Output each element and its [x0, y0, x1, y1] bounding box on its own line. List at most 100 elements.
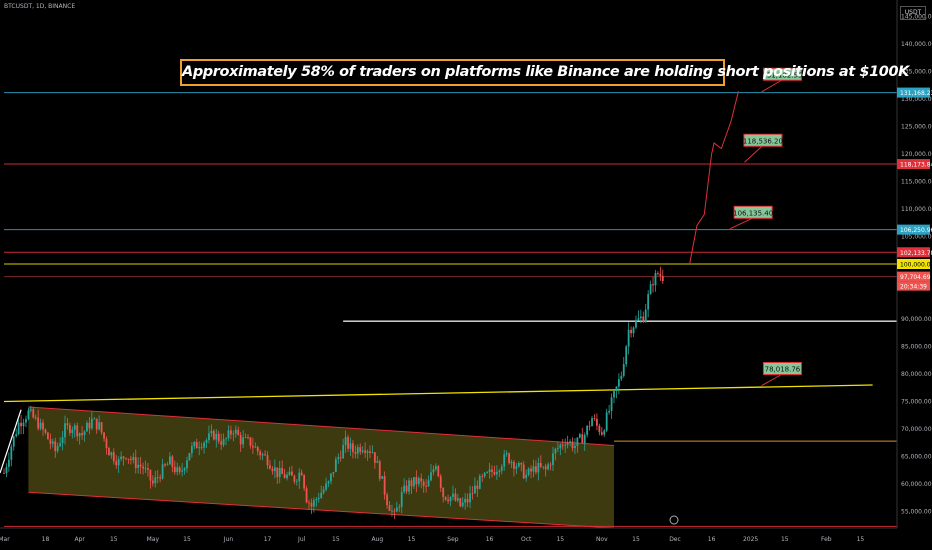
candle-body	[659, 273, 662, 276]
x-tick-label: 15	[556, 536, 564, 543]
candle-body	[373, 452, 376, 463]
currency-button[interactable]: USDT	[900, 6, 926, 20]
candle-body	[661, 275, 664, 282]
level-tag	[897, 247, 930, 258]
candle-body	[415, 477, 418, 485]
candle-body	[317, 497, 320, 500]
candle-body	[230, 430, 232, 435]
candle-body	[347, 437, 349, 449]
candle-body	[583, 434, 586, 444]
candle-body	[366, 451, 369, 453]
candle-body	[434, 466, 437, 470]
candle-body	[657, 273, 659, 274]
candle-body	[303, 475, 306, 489]
candle-body	[515, 466, 518, 469]
candle-body	[417, 478, 420, 485]
candle-body	[83, 431, 86, 436]
candle-body	[293, 475, 296, 482]
channel-upper-line	[28, 406, 615, 446]
candle-body	[76, 425, 79, 437]
candle-body	[234, 429, 237, 434]
x-tick-label: 15	[408, 536, 416, 543]
level-tag	[897, 271, 930, 282]
candle-body	[449, 496, 452, 502]
candle-body	[566, 442, 569, 445]
candle-body	[422, 481, 425, 487]
projection-path	[689, 91, 739, 265]
target-arrow	[761, 79, 782, 93]
candle-body	[42, 422, 44, 430]
candle-body	[149, 469, 152, 481]
candle-body	[600, 432, 603, 435]
candle-body	[78, 433, 81, 437]
candle-body	[391, 510, 393, 512]
x-tick-label: 17	[264, 536, 272, 543]
candle-body	[176, 467, 179, 473]
y-tick-label: 75,000.00	[901, 399, 932, 406]
candle-body	[352, 443, 354, 453]
candle-body	[34, 417, 37, 419]
candle-body	[12, 436, 15, 447]
candle-body	[291, 471, 293, 476]
candle-body	[178, 467, 181, 472]
candle-body	[410, 480, 413, 487]
x-tick-label: Apr	[74, 536, 85, 543]
target-label: 118,536.20	[743, 137, 783, 145]
target-box	[762, 67, 802, 81]
candle-body	[278, 467, 281, 478]
candle-body	[198, 447, 201, 449]
candle-body	[312, 500, 315, 507]
x-tick-label: Dec	[669, 536, 681, 543]
candle-body	[269, 465, 271, 469]
candle-body	[576, 437, 579, 446]
candle-body	[164, 464, 166, 466]
candle-body	[586, 425, 589, 435]
x-tick-label: Jul	[297, 536, 306, 543]
countdown-label: 20:34:39	[900, 284, 927, 291]
candle-body	[483, 472, 486, 477]
y-tick-label: 105,000.00	[901, 234, 932, 241]
candle-body	[66, 423, 69, 426]
candle-body	[456, 498, 459, 501]
y-tick-label: 80,000.00	[901, 371, 932, 378]
candle-body	[635, 319, 637, 328]
candle-body	[86, 422, 88, 432]
candle-body	[186, 460, 188, 469]
candle-body	[64, 423, 66, 438]
candle-body	[532, 466, 535, 472]
candle-body	[169, 456, 171, 465]
candle-body	[603, 430, 606, 435]
y-tick-label: 60,000.00	[901, 481, 932, 488]
candle-body	[37, 417, 40, 429]
candle-body	[530, 468, 532, 472]
y-tick-label: 130,000.00	[901, 96, 932, 103]
candle-body	[378, 461, 381, 479]
candle-body	[610, 397, 613, 411]
level-tag	[897, 159, 930, 170]
candle-body	[10, 446, 13, 460]
candle-body	[469, 493, 471, 503]
x-tick-label: 15	[781, 536, 789, 543]
candle-body	[654, 273, 657, 286]
candle-body	[639, 316, 642, 319]
candle-body	[183, 468, 186, 471]
candle-body	[227, 430, 230, 439]
candle-body	[388, 505, 391, 511]
candle-body	[27, 410, 30, 420]
candle-body	[120, 456, 123, 460]
x-tick-label: May	[147, 536, 160, 543]
candle-body	[259, 451, 262, 456]
candle-body	[134, 457, 137, 468]
yellow-trendline	[3, 384, 873, 403]
candle-body	[420, 478, 423, 482]
candle-body	[549, 464, 552, 466]
candle-body	[190, 446, 193, 454]
candle-body	[212, 430, 215, 440]
candle-body	[525, 474, 528, 479]
candle-body	[649, 284, 652, 295]
candle-body	[593, 418, 596, 419]
x-tick-label: Sep	[447, 536, 459, 543]
candle-body	[171, 456, 174, 467]
candle-body	[127, 458, 130, 460]
